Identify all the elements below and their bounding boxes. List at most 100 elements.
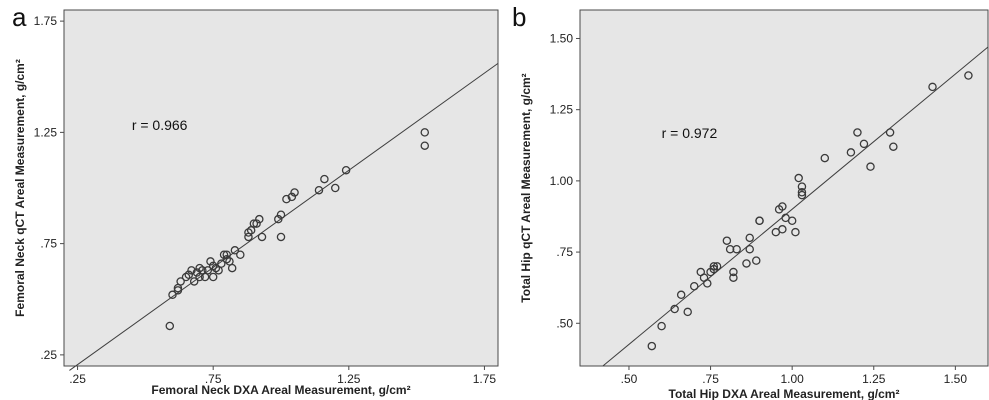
panel-a-plot-area [63,9,499,367]
panel-b-x-tick-label: .50 [621,372,638,386]
panel-a-data-point [290,188,299,197]
panel-b-data-point [703,279,712,288]
panel-a-data-point [189,277,199,286]
panel-b-data-point [853,128,862,137]
panel-b-fit-line [602,46,989,367]
panel-a-data-point [282,194,291,204]
panel-a-data-point [211,263,221,273]
panel-a-data-point [230,246,240,255]
panel-b-data-point [670,304,679,314]
panel-b-data-point [683,307,692,317]
panel-b-data-point [732,244,741,254]
panel-b-data-point [742,259,751,268]
panel-b-data-point [859,139,869,149]
panel-b-y-tick-label: .75 [556,245,573,259]
panel-b-data-point [791,227,800,237]
panel-a-data-point [165,321,175,331]
panel-b-data-point [820,153,830,163]
panel-b-data-point [755,216,764,226]
panel-b-data-point [794,173,803,183]
panel-b-data-point [885,128,895,137]
panel-a-data-point [257,232,267,242]
panel-b-y-tick-label: 1.50 [550,31,574,45]
panel-b-data-point [846,148,856,157]
panel-a-data-point [341,165,351,175]
panel-a-x-axis-title: Femoral Neck DXA Areal Measurement, g/cm… [151,383,410,397]
panel-a-data-point [227,263,237,273]
panel-a-data-point [192,268,202,277]
panel-a-y-axis-title: Femoral Neck qCT Areal Measurement, g/cm… [13,59,27,317]
panel-b-data-point [689,282,699,291]
panel-a-points [165,128,430,331]
panel-a-data-point [274,214,283,224]
panel-a-data-point [203,266,213,275]
panel-b-ticks: .50 .75 1.00 1.25 1.50 .50 .75 1.00 1.25 1.50 [550,31,968,386]
panel-b-data-point [928,82,937,92]
panel-b-correlation-label: r = 0.972 [662,125,718,141]
panel-b-data-point [797,188,807,197]
panel-b-data-point [745,233,754,243]
panel-a-data-point [168,290,177,300]
panel-a-y-tick-label: 1.25 [34,125,58,139]
panel-a-data-point [287,192,297,202]
panel-a-data-point [276,232,286,242]
panel-a-data-point [195,263,204,273]
panel-a-ticks: .25 .75 1.25 1.75 .25 .75 1.25 1.75 [34,14,497,386]
panel-a-x-tick-label: 1.25 [337,372,361,386]
panel-b-x-axis-title: Total Hip DXA Areal Measurement, g/cm² [669,387,900,400]
panel-b-data-point [778,225,787,234]
panel-a-data-point [206,257,215,266]
panel-b-y-axis-title: Total Hip qCT Areal Measurement, g/cm² [519,73,533,302]
panel-b-data-point [745,244,754,254]
panel-b-x-tick-label: 1.50 [944,372,968,386]
panel-b-data-point [797,182,807,191]
panel-a-y-tick-label: 1.75 [34,14,58,28]
panel-a-data-point [244,228,253,237]
panel-b-y-tick-label: 1.00 [550,174,574,188]
panel-a-x-tick-label: .25 [69,372,86,386]
panel-a-data-point [217,259,226,268]
panel-b-data-point [778,202,787,211]
panel-b-data-point [964,71,973,80]
panel-a-data-point [181,272,191,282]
panel-b-letter: b [512,2,526,32]
panel-a-x-tick-label: .75 [205,372,222,386]
panel-a-data-point [236,250,245,259]
panel-a-data-point [184,270,194,280]
panel-b-y-tick-label: .50 [556,316,573,330]
panel-a-data-point [249,219,259,228]
panel-b-data-point [725,244,735,254]
panel-b-data-point [657,321,666,331]
panel-a-x-tick-label: 1.75 [473,372,497,386]
panel-b-data-point [729,273,738,282]
panel-a-y-tick-label: .25 [40,348,57,362]
panel-a: a .25 .75 1.25 1.75 .25 .75 1.25 1.75 r = 0.966… [12,2,499,397]
panel-b-y-tick-label: 1.25 [550,103,574,117]
panel-a-data-point [252,219,261,228]
panel-a-data-point [222,254,231,264]
panel-a-data-point [320,174,329,184]
panel-a-data-point [176,277,185,286]
panel-b-x-tick-label: 1.00 [780,372,804,386]
panel-b-data-point [712,262,722,271]
panel-b-data-point [722,236,732,245]
panel-b-data-point [647,341,657,351]
panel-a-data-point [208,272,218,282]
panel-b-x-tick-label: .75 [702,372,719,386]
panel-b-data-point [787,216,797,226]
panel-b-data-point [797,190,807,200]
panel-a-data-point [420,128,430,137]
panel-b-plot-area [579,9,989,367]
panel-a-data-point [187,266,196,275]
panel-a-data-point [255,214,264,224]
panel-b: b .50 .75 1.00 1.25 1.50 .50 .75 1.00 1.25 1.50 r… [512,2,989,400]
panel-a-data-point [314,185,324,195]
panel-b-data-point [889,142,898,151]
panel-b-data-point [866,162,875,171]
panel-a-data-point [420,141,430,150]
panel-b-points [647,71,973,351]
panel-b-data-point [752,256,761,265]
panel-a-y-tick-label: .75 [40,237,57,251]
panel-b-x-tick-label: 1.25 [862,372,886,386]
